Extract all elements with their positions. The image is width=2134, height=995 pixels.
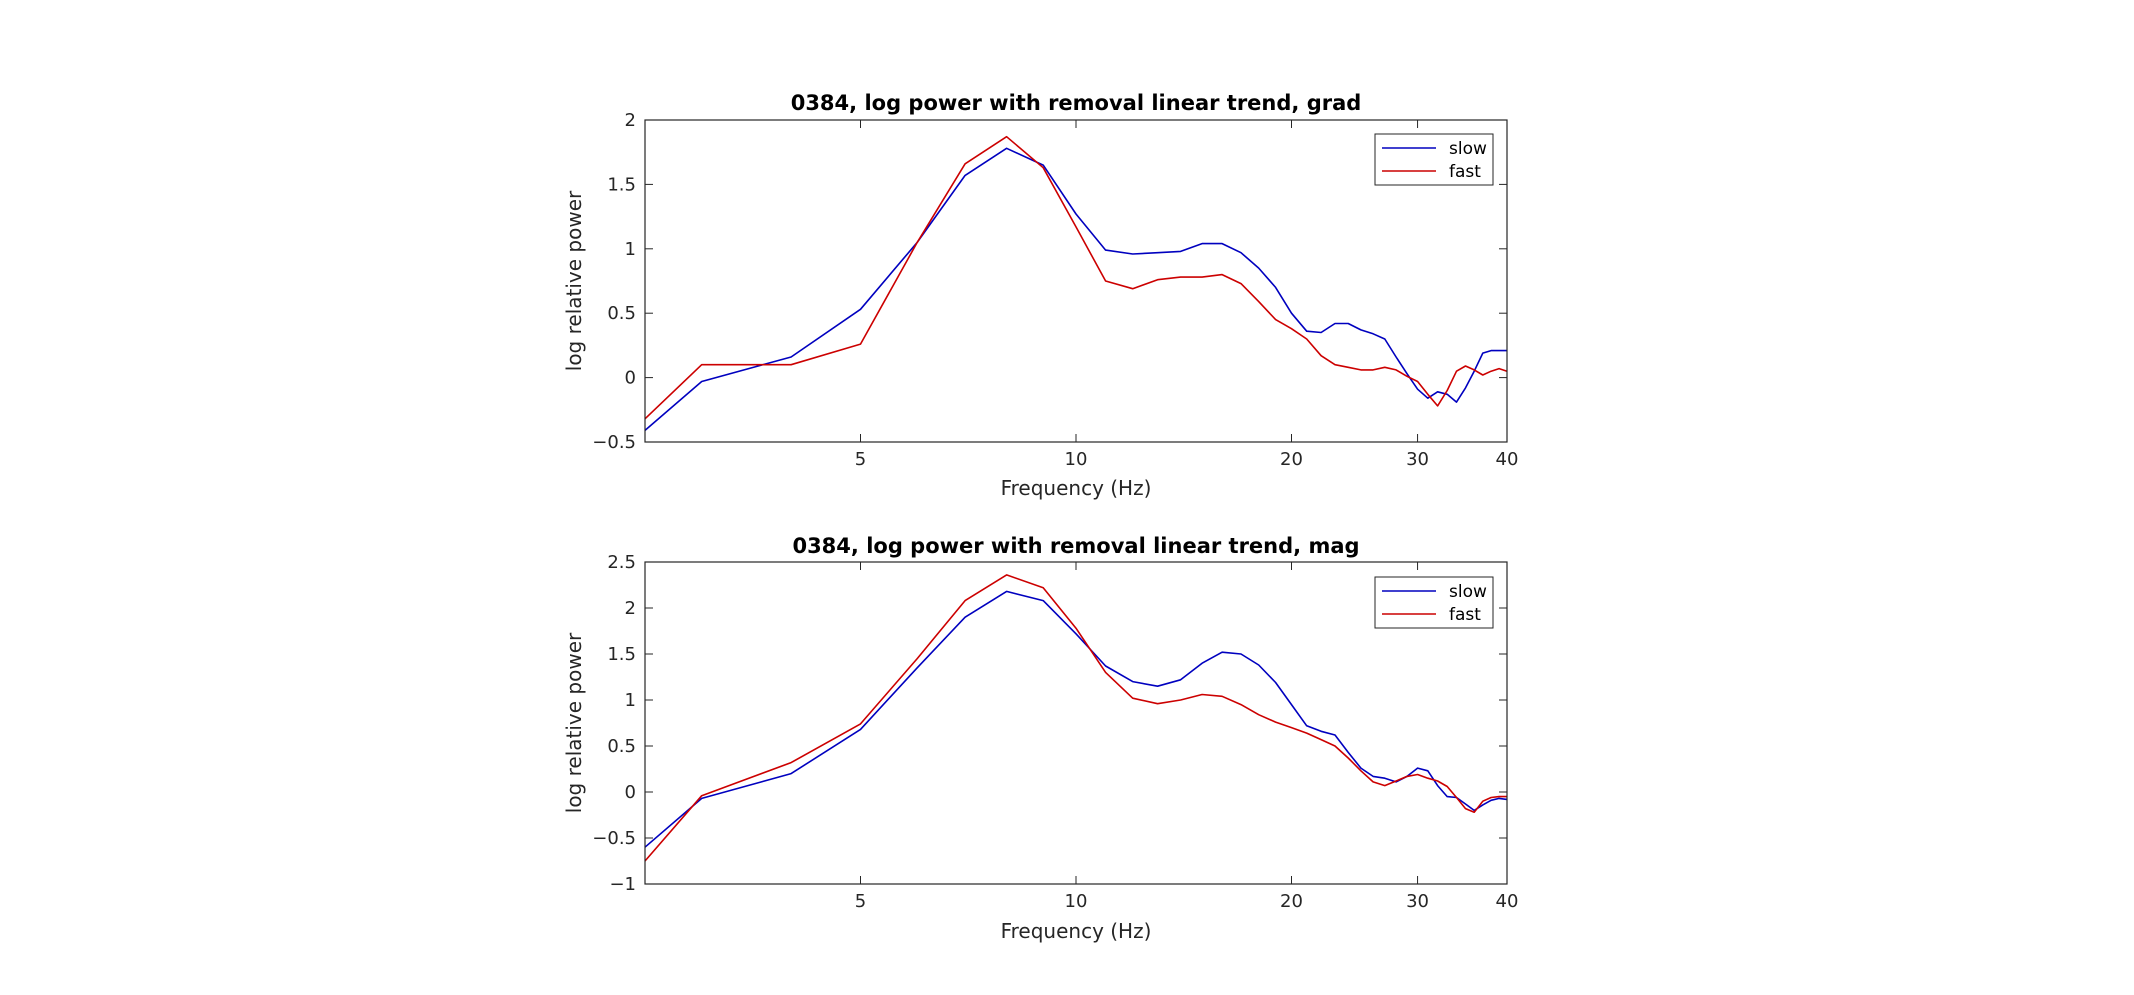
legend-box bbox=[1374, 133, 1494, 186]
ticks-layer: 5 10 20 30 40 −1 −0.5 0 0.5 1 1.5 2 2.5 bbox=[592, 552, 1518, 912]
legend-box bbox=[1374, 576, 1494, 629]
x-axis-label: Frequency (Hz) bbox=[1001, 476, 1152, 500]
legend-label-fast: fast bbox=[1449, 162, 1481, 182]
x-tick-label: 40 bbox=[1496, 891, 1519, 912]
axes-box bbox=[644, 561, 1508, 885]
series-layer bbox=[644, 135, 1508, 432]
series-line-fast bbox=[644, 135, 1508, 420]
y-tick-label: 1 bbox=[625, 239, 636, 260]
series-layer bbox=[644, 574, 1508, 862]
y-axis-label: log relative power bbox=[562, 190, 586, 371]
legend-label-slow: slow bbox=[1449, 139, 1487, 159]
legend-label-slow: slow bbox=[1449, 582, 1487, 602]
y-tick-label: 1 bbox=[625, 690, 636, 711]
x-axis-label: Frequency (Hz) bbox=[1001, 919, 1152, 943]
series-line-fast bbox=[644, 574, 1507, 862]
series-line-slow bbox=[644, 590, 1508, 848]
series-line-slow bbox=[644, 147, 1507, 432]
ticks-layer: 5 10 20 30 40 −0.5 0 0.5 1 1.5 2 bbox=[592, 110, 1518, 470]
y-tick-label: 2.5 bbox=[607, 552, 636, 573]
x-tick-label: 20 bbox=[1280, 449, 1303, 470]
legend: slow fast bbox=[1374, 133, 1494, 186]
y-tick-label: 0.5 bbox=[607, 736, 636, 757]
x-tick-label: 5 bbox=[855, 449, 866, 470]
x-tick-label: 10 bbox=[1065, 449, 1088, 470]
y-tick-label: −0.5 bbox=[592, 432, 636, 453]
subplot-mag: 0384, log power with removal linear tren… bbox=[562, 534, 1518, 943]
y-tick-label: 2 bbox=[625, 598, 636, 619]
y-tick-label: 1.5 bbox=[607, 644, 636, 665]
y-tick-label: 0 bbox=[625, 368, 636, 389]
x-tick-label: 20 bbox=[1280, 891, 1303, 912]
y-axis-label: log relative power bbox=[562, 632, 586, 813]
y-tick-label: 0 bbox=[625, 782, 636, 803]
x-tick-label: 40 bbox=[1496, 449, 1519, 470]
x-tick-label: 10 bbox=[1065, 891, 1088, 912]
legend: slow fast bbox=[1374, 576, 1494, 629]
axes-box bbox=[644, 119, 1508, 443]
x-tick-label: 30 bbox=[1406, 449, 1429, 470]
y-tick-label: 2 bbox=[625, 110, 636, 131]
y-tick-label: 1.5 bbox=[607, 174, 636, 195]
chart-title: 0384, log power with removal linear tren… bbox=[791, 91, 1362, 115]
x-tick-label: 5 bbox=[855, 891, 866, 912]
legend-label-fast: fast bbox=[1449, 605, 1481, 625]
subplot-grad: 0384, log power with removal linear tren… bbox=[562, 91, 1518, 500]
chart-title: 0384, log power with removal linear tren… bbox=[792, 534, 1359, 558]
x-tick-label: 30 bbox=[1406, 891, 1429, 912]
y-tick-label: −0.5 bbox=[592, 828, 636, 849]
y-tick-label: 0.5 bbox=[607, 303, 636, 324]
y-tick-label: −1 bbox=[609, 874, 636, 895]
